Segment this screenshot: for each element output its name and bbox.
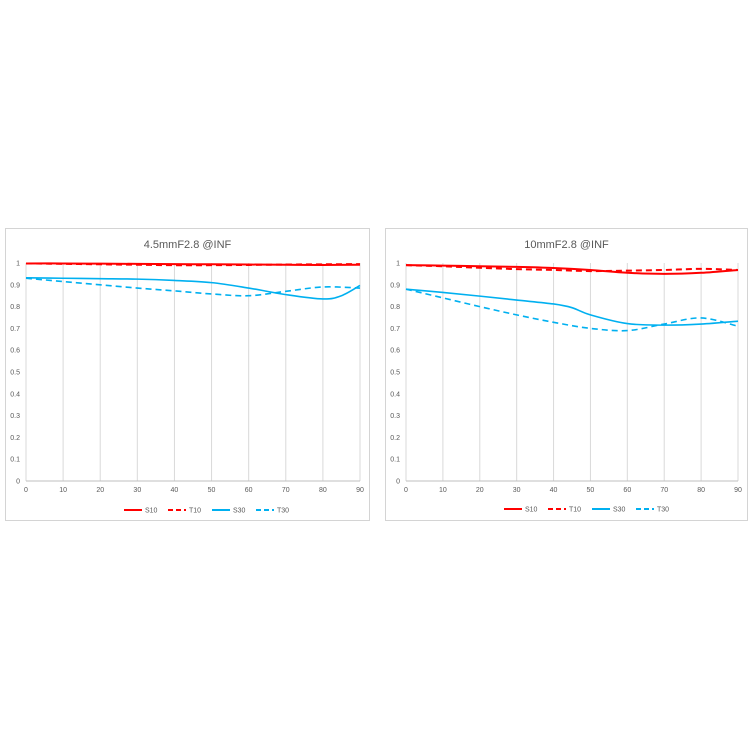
x-tick-label: 30 <box>513 487 521 494</box>
y-tick-label: 0.4 <box>10 391 20 398</box>
chart-panel-left: 4.5mmF2.8 @INF 0 10 20 30 40 50 60 70 80 90 0 0.1 0.… <box>5 228 370 521</box>
y-tick-label: 0.3 <box>390 413 400 420</box>
y-tick-label: 1 <box>396 261 400 268</box>
y-tick-label: 0.1 <box>10 457 20 464</box>
legend-label-s10: S10 <box>525 507 538 514</box>
y-tick-label: 0 <box>396 479 400 486</box>
legend-label-t30: T30 <box>277 508 289 515</box>
x-tick-label: 50 <box>208 487 216 494</box>
x-tick-label: 70 <box>282 487 290 494</box>
y-tick-label: 1 <box>16 261 20 268</box>
series-line-t30 <box>405 288 739 332</box>
x-tick-label: 80 <box>697 487 705 494</box>
y-tick-label: 0.3 <box>10 413 20 420</box>
x-tick-label: 60 <box>245 487 253 494</box>
x-tick-label: 0 <box>24 487 28 494</box>
series-line-s10 <box>405 264 739 275</box>
y-tick-label: 0 <box>16 479 20 486</box>
legend-label-t10: T10 <box>569 507 581 514</box>
y-tick-label: 0.1 <box>390 457 400 464</box>
y-tick-label: 0.8 <box>10 304 20 311</box>
y-tick-label: 0.9 <box>10 282 20 289</box>
x-tick-label: 20 <box>96 487 104 494</box>
x-tick-label: 10 <box>439 487 447 494</box>
legend-label-s30: S30 <box>613 507 626 514</box>
y-tick-label: 0.4 <box>390 391 400 398</box>
series-line-t10 <box>405 264 739 273</box>
x-tick-label: 20 <box>476 487 484 494</box>
y-tick-label: 0.7 <box>10 326 20 333</box>
y-tick-label: 0.2 <box>390 435 400 442</box>
y-tick-label: 0.8 <box>390 304 400 311</box>
legend-label-t30: T30 <box>657 507 669 514</box>
legend-label-s30: S30 <box>233 508 246 515</box>
chart-title: 10mmF2.8 @INF <box>524 239 609 251</box>
x-tick-label: 60 <box>623 487 631 494</box>
x-tick-label: 10 <box>59 487 67 494</box>
x-tick-label: 50 <box>587 487 595 494</box>
x-tick-label: 40 <box>171 487 179 494</box>
y-tick-label: 0.5 <box>390 370 400 377</box>
chart-panel-right: 10mmF2.8 @INF 0 10 20 30 40 50 60 70 80 90 0 0.1 0.2… <box>385 228 748 521</box>
y-tick-label: 0.7 <box>390 326 400 333</box>
x-tick-label: 0 <box>404 487 408 494</box>
y-tick-label: 0.5 <box>10 370 20 377</box>
x-tick-label: 90 <box>734 487 742 494</box>
y-tick-label: 0.9 <box>390 282 400 289</box>
series-line-t10 <box>25 262 361 267</box>
legend-label-s10: S10 <box>145 508 158 515</box>
x-tick-label: 70 <box>660 487 668 494</box>
series-line-t30 <box>25 277 361 297</box>
y-tick-label: 0.6 <box>390 348 400 355</box>
x-tick-label: 30 <box>133 487 141 494</box>
series-line-s30 <box>405 288 739 326</box>
mtf-chart-right: 0 10 20 30 40 50 60 70 80 90 0 0.1 0.2 0.3 0.4 0.5 0.6 0.… <box>390 261 742 514</box>
y-tick-label: 0.6 <box>10 348 20 355</box>
y-tick-label: 0.2 <box>10 435 20 442</box>
x-tick-label: 90 <box>356 487 364 494</box>
legend-label-t10: T10 <box>189 508 201 515</box>
mtf-chart-left: 0 10 20 30 40 50 60 70 80 90 0 0.1 0.2 0.3 0.4 0.5 0.6 0.… <box>10 261 364 515</box>
series-line-s30 <box>25 277 361 300</box>
x-tick-label: 40 <box>550 487 558 494</box>
x-tick-label: 80 <box>319 487 327 494</box>
chart-title: 4.5mmF2.8 @INF <box>143 239 232 251</box>
